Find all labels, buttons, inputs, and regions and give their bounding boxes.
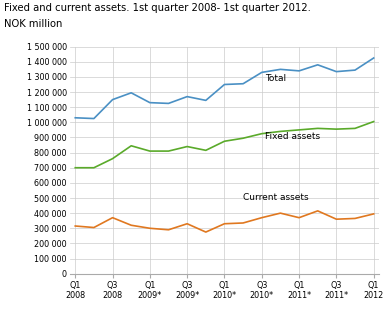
- Text: NOK million: NOK million: [4, 19, 62, 29]
- Text: Total: Total: [265, 74, 287, 83]
- Text: Fixed assets: Fixed assets: [265, 132, 320, 141]
- Text: Fixed and current assets. 1st quarter 2008- 1st quarter 2012.: Fixed and current assets. 1st quarter 20…: [4, 3, 311, 13]
- Text: Current assets: Current assets: [243, 193, 309, 202]
